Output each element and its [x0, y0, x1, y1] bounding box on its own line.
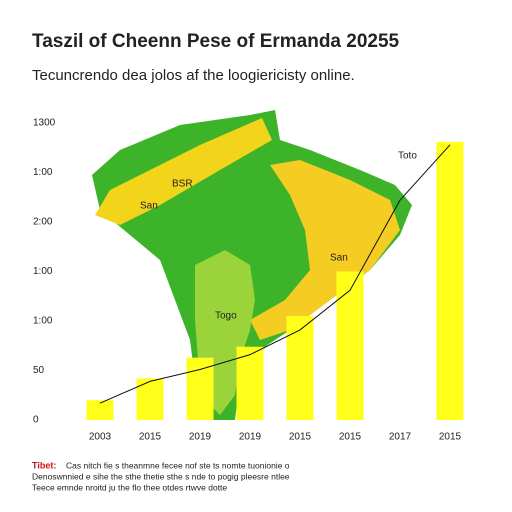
trend-line	[99, 144, 451, 404]
x-tick-label: 2015	[139, 432, 162, 443]
bar	[286, 316, 314, 420]
y-tick-label: 1:00	[33, 316, 53, 327]
footnote-lead: Tibet:	[32, 460, 56, 470]
bar	[136, 378, 164, 420]
bar	[186, 357, 214, 420]
chart-subtitle: Tecuncrendo dea jolos af the loogiericis…	[32, 67, 355, 84]
y-tick-label: 2:00	[33, 217, 53, 228]
footnote-line: Denoswnnied e sihe the sthe thetie sthe …	[32, 471, 290, 481]
footnote-line: Teece emnde nroitd ju the flo thee otdes…	[32, 482, 227, 492]
annotation: San	[330, 253, 348, 264]
annotation: San	[140, 201, 158, 212]
map-region	[95, 118, 272, 225]
y-tick-label: 1300	[33, 118, 56, 129]
bar	[336, 271, 364, 420]
annotation: Togo	[215, 311, 237, 322]
map-region	[250, 160, 400, 340]
x-tick-label: 2019	[189, 432, 212, 443]
chart-title: Taszil of Cheenn Pese of Ermanda 20255	[32, 31, 400, 52]
y-tick-label: 50	[33, 365, 45, 376]
x-tick-label: 2015	[289, 432, 312, 443]
x-tick-label: 2015	[439, 432, 462, 443]
x-tick-label: 2015	[339, 432, 362, 443]
footnote-line: Cas nitch fie s theanmne fecee nof ste t…	[66, 460, 290, 470]
x-tick-label: 2017	[389, 432, 412, 443]
annotation: BSR	[172, 179, 193, 190]
bar	[86, 400, 114, 420]
x-tick-label: 2019	[239, 432, 262, 443]
annotation: Toto	[398, 151, 417, 162]
y-tick-label: 0	[33, 415, 39, 426]
y-tick-label: 1:00	[33, 167, 53, 178]
y-tick-label: 1:00	[33, 266, 53, 277]
x-tick-label: 2003	[89, 432, 112, 443]
bar	[436, 141, 464, 420]
map-background	[92, 110, 412, 420]
bar	[236, 346, 264, 420]
